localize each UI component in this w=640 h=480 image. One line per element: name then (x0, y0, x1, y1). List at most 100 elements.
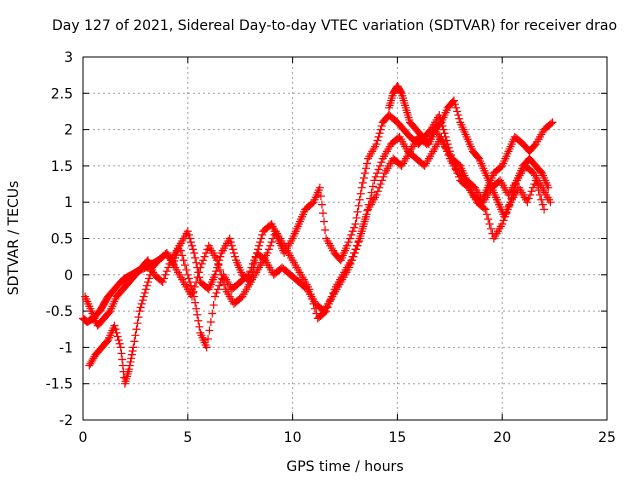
data-point (158, 278, 167, 287)
axis-ticks: 0 5 10 15 20 25 -2 -1.5 -1 -0.5 0 0.5 1 1.5 2 2.5 3 (46, 50, 616, 446)
data-points (79, 82, 557, 388)
data-point (449, 96, 458, 105)
data-point (205, 326, 214, 335)
data-point (366, 194, 375, 203)
data-point (250, 256, 259, 265)
data-point (372, 140, 381, 149)
data-point (306, 290, 315, 299)
data-point (181, 261, 190, 270)
data-point (220, 280, 229, 289)
data-point (245, 267, 254, 276)
grid-lines (83, 57, 607, 420)
data-point (374, 132, 383, 141)
y-tick-label: 2.5 (51, 86, 73, 102)
data-point (202, 343, 211, 352)
data-point (194, 268, 203, 277)
data-point (125, 365, 134, 374)
data-point (160, 274, 169, 283)
data-point (197, 259, 206, 268)
data-point (140, 288, 149, 297)
data-point (375, 183, 384, 192)
data-point (540, 205, 549, 214)
data-point (528, 183, 537, 192)
y-tick-label: -1.5 (46, 377, 73, 393)
data-point (266, 241, 275, 250)
data-point (454, 172, 463, 181)
data-point (320, 308, 329, 317)
data-point (523, 198, 532, 207)
data-point (375, 129, 384, 138)
data-point (355, 234, 364, 243)
data-point (508, 190, 517, 199)
data-point (190, 282, 199, 291)
y-tick-label: -2 (59, 413, 73, 429)
data-point (135, 307, 144, 316)
data-point (374, 165, 383, 174)
data-point (209, 301, 218, 310)
data-point (352, 241, 361, 250)
data-point (137, 299, 146, 308)
data-point (487, 224, 496, 233)
data-point (368, 182, 377, 191)
data-point (176, 246, 185, 255)
data-point (267, 238, 276, 247)
data-point (309, 299, 318, 308)
data-point (321, 226, 330, 235)
data-point (376, 125, 385, 134)
y-tick-label: -1 (59, 340, 73, 356)
data-point (360, 169, 369, 178)
data-point (229, 249, 238, 258)
data-point (351, 219, 360, 228)
data-point (358, 224, 367, 233)
data-point (345, 234, 354, 243)
data-point (546, 198, 555, 207)
data-point (138, 296, 147, 305)
data-point (264, 245, 273, 254)
data-point (190, 249, 199, 258)
data-point (143, 278, 152, 287)
data-point (178, 251, 187, 260)
data-point (136, 303, 145, 312)
data-point (482, 210, 491, 219)
data-point (373, 169, 382, 178)
data-point (347, 230, 356, 239)
data-point (370, 176, 379, 185)
data-point (375, 161, 384, 170)
data-point (192, 304, 201, 313)
x-tick-label: 10 (284, 430, 302, 446)
data-point (356, 189, 365, 198)
data-point (450, 161, 459, 170)
data-point (373, 187, 382, 196)
data-point (327, 292, 336, 301)
data-point (189, 287, 198, 296)
data-point (214, 261, 223, 270)
data-point (187, 241, 196, 250)
data-point (269, 234, 278, 243)
data-point (212, 288, 221, 297)
data-point (128, 347, 137, 356)
data-point (164, 263, 173, 272)
data-point (481, 205, 490, 214)
data-point (524, 194, 533, 203)
y-tick-label: 3 (64, 50, 73, 66)
data-point (230, 252, 239, 261)
data-point (357, 183, 366, 192)
data-point (454, 111, 463, 120)
data-point (373, 136, 382, 145)
data-point (315, 183, 324, 192)
y-axis-label: SDTVAR / TECUs (6, 181, 22, 296)
data-point (363, 159, 372, 168)
data-point (447, 154, 456, 163)
data-point (185, 234, 194, 243)
data-point (348, 252, 357, 261)
data-point (192, 278, 201, 287)
data-point (455, 114, 464, 123)
data-point (511, 180, 520, 189)
data-point (225, 234, 234, 243)
data-point (310, 304, 319, 313)
y-tick-label: 0 (64, 268, 73, 284)
data-point (263, 249, 272, 258)
y-tick-label: 0.5 (51, 232, 73, 248)
data-point (193, 273, 202, 282)
data-point (217, 270, 226, 279)
